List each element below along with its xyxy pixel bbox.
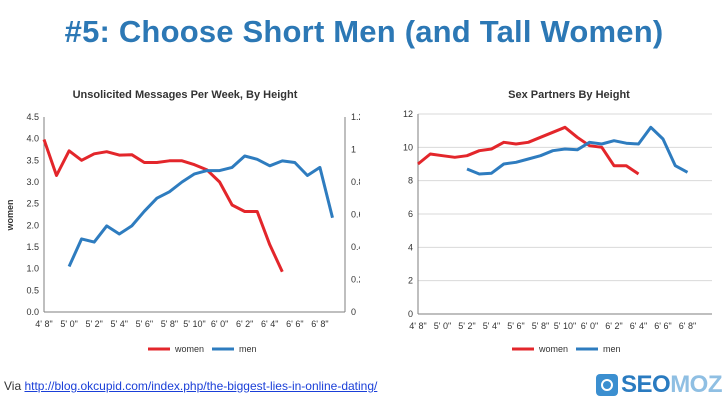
x-tick-label: 6' 6" xyxy=(286,319,303,329)
y-tick-label: 2.0 xyxy=(26,220,39,230)
y-tick-label: 2 xyxy=(408,276,413,286)
chart-legend: women men xyxy=(148,344,257,354)
x-tick-label: 4' 8" xyxy=(409,321,426,331)
chart-title: Unsolicited Messages Per Week, By Height xyxy=(73,89,298,101)
x-tick-label: 6' 6" xyxy=(654,321,671,331)
y-tick-label: 10 xyxy=(403,142,413,152)
series-line-women xyxy=(417,125,640,176)
x-tick-label: 5' 6" xyxy=(507,321,524,331)
series-line-men xyxy=(466,125,689,176)
y2-tick-label: 0.4 xyxy=(351,242,360,252)
x-tick-label: 5' 2" xyxy=(458,321,475,331)
x-tick-label: 6' 0" xyxy=(211,319,228,329)
y-tick-label: 1.0 xyxy=(26,264,39,274)
y-tick-label: 8 xyxy=(408,176,413,186)
x-tick-label: 5' 2" xyxy=(85,319,102,329)
seomoz-logo: SEO MOZ xyxy=(596,371,723,398)
series-line-women xyxy=(42,139,284,273)
logo-moz-text: MOZ xyxy=(670,371,723,398)
partners-chart: Sex Partners By Height 0 2 4 6 8 10 12 4' 8" 5'… xyxy=(403,89,712,354)
source-credit: Via http://blog.okcupid.com/index.php/th… xyxy=(4,379,377,393)
x-tick-label: 6' 2" xyxy=(605,321,622,331)
series-line-men xyxy=(67,154,334,268)
x-tick-label: 6' 2" xyxy=(236,319,253,329)
x-tick-label: 4' 8" xyxy=(35,319,52,329)
legend-label-women: women xyxy=(538,344,568,354)
y-tick-label: 3.5 xyxy=(26,155,39,165)
y-axis-label: women xyxy=(5,199,15,231)
x-tick-label: 5' 8" xyxy=(161,319,178,329)
y2-tick-label: 1 xyxy=(351,145,356,155)
legend-label-men: men xyxy=(239,344,257,354)
x-tick-label: 6' 4" xyxy=(630,321,647,331)
page-title: #5: Choose Short Men (and Tall Women) xyxy=(64,14,664,49)
y-tick-label: 4.5 xyxy=(26,112,39,122)
y-tick-label: 4.0 xyxy=(26,134,39,144)
y2-tick-label: 0 xyxy=(351,307,356,317)
source-prefix: Via xyxy=(4,379,25,393)
legend-label-men: men xyxy=(603,344,621,354)
logo-seo-text: SEO xyxy=(621,371,671,398)
source-link[interactable]: http://blog.okcupid.com/index.php/the-bi… xyxy=(24,379,378,393)
y-tick-label: 2.5 xyxy=(26,199,39,209)
y-tick-label: 0.5 xyxy=(26,285,39,295)
x-tick-label: 5' 4" xyxy=(483,321,500,331)
x-tick-label: 5' 8" xyxy=(532,321,549,331)
y-tick-label: 4 xyxy=(408,242,413,252)
legend-label-women: women xyxy=(174,344,204,354)
x-tick-label: 6' 4" xyxy=(261,319,278,329)
y-tick-label: 0.0 xyxy=(26,307,39,317)
y2-tick-label: 1.2 xyxy=(351,112,360,122)
y-tick-label: 12 xyxy=(403,109,413,119)
logo-icon xyxy=(596,374,618,396)
y2-tick-label: 0.2 xyxy=(351,275,360,285)
x-tick-label: 5' 10" xyxy=(183,319,205,329)
x-tick-label: 5' 4" xyxy=(111,319,128,329)
y-tick-label: 6 xyxy=(408,209,413,219)
x-tick-label: 5' 10" xyxy=(554,321,576,331)
x-tick-label: 6' 8" xyxy=(311,319,328,329)
messages-chart: Unsolicited Messages Per Week, By Height… xyxy=(5,89,360,354)
x-tick-label: 6' 0" xyxy=(581,321,598,331)
chart-legend: women men xyxy=(512,344,621,354)
y2-tick-label: 0.8 xyxy=(351,177,360,187)
x-tick-label: 5' 6" xyxy=(136,319,153,329)
y-tick-label: 1.5 xyxy=(26,242,39,252)
x-tick-label: 5' 0" xyxy=(434,321,451,331)
y-tick-label: 0 xyxy=(408,309,413,319)
chart-title: Sex Partners By Height xyxy=(508,89,630,101)
y2-tick-label: 0.6 xyxy=(351,210,360,220)
x-tick-label: 5' 0" xyxy=(60,319,77,329)
y-tick-label: 3.0 xyxy=(26,177,39,187)
x-tick-label: 6' 8" xyxy=(679,321,696,331)
